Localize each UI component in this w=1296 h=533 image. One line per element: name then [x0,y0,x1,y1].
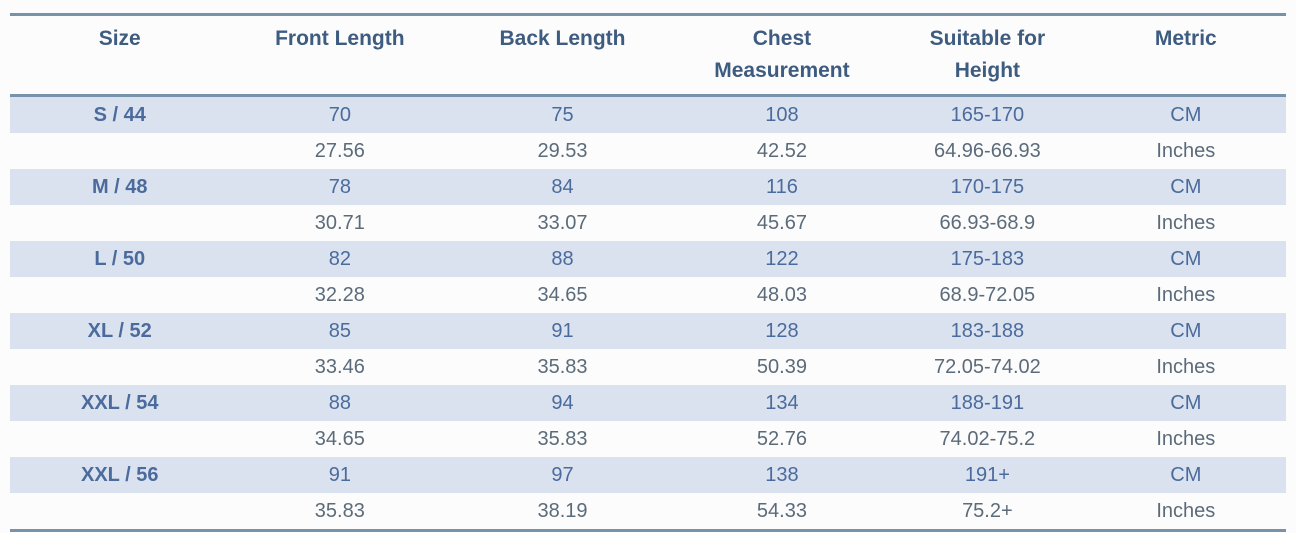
cell-metric: CM [1170,248,1202,270]
header-row: Size Front Length Back Length Chest Meas… [10,14,1286,97]
cell-metric: Inches [1156,284,1216,306]
cell-metric: CM [1170,392,1202,414]
cell-suitable-height: 183-188 [950,320,1025,342]
cell-back-length: 91 [551,320,574,342]
table-row: XXL / 54 88 94 134 188-191 CM [10,385,1286,421]
table-row: 27.56 29.53 42.52 64.96-66.93 Inches [10,133,1286,169]
cell-front-length: 30.71 [314,212,365,234]
cell-size [10,421,229,457]
cell-metric: Inches [1156,356,1216,378]
cell-size: L / 50 [94,248,146,270]
cell-size [10,133,229,169]
cell-metric: Inches [1156,500,1216,522]
cell-chest-measurement: 50.39 [756,356,807,378]
cell-front-length: 34.65 [314,428,365,450]
cell-back-length: 29.53 [537,140,588,162]
cell-front-length: 91 [328,464,351,486]
header-cell-front-length: Front Length [229,14,451,97]
cell-suitable-height: 74.02-75.2 [939,428,1036,450]
table-row: S / 44 70 75 108 165-170 CM [10,95,1286,133]
cell-chest-measurement: 138 [765,464,799,486]
cell-metric: CM [1170,176,1202,198]
cell-front-length: 35.83 [314,500,365,522]
table-header: Size Front Length Back Length Chest Meas… [10,14,1286,97]
cell-front-length: 88 [328,392,351,414]
cell-size [10,277,229,313]
cell-chest-measurement: 42.52 [756,140,807,162]
cell-chest-measurement: 48.03 [756,284,807,306]
cell-back-length: 94 [551,392,574,414]
cell-front-length: 82 [328,248,351,270]
header-cell-size: Size [10,14,230,97]
cell-metric: Inches [1156,212,1216,234]
size-chart-table: Size Front Length Back Length Chest Meas… [10,13,1286,532]
cell-suitable-height: 68.9-72.05 [939,284,1036,306]
header-cell-metric: Metric [1085,14,1286,97]
cell-size: XXL / 56 [81,464,159,486]
cell-back-length: 75 [551,104,574,126]
cell-suitable-height: 64.96-66.93 [933,140,1041,162]
cell-back-length: 38.19 [537,500,588,522]
cell-back-length: 97 [551,464,574,486]
cell-size [10,205,229,241]
cell-back-length: 84 [551,176,574,198]
cell-metric: Inches [1156,428,1216,450]
cell-chest-measurement: 134 [765,392,799,414]
cell-suitable-height: 175-183 [950,248,1025,270]
table-row: 33.46 35.83 50.39 72.05-74.02 Inches [10,349,1286,385]
cell-size: XXL / 54 [81,392,159,414]
cell-chest-measurement: 108 [765,104,799,126]
cell-suitable-height: 170-175 [950,176,1025,198]
cell-front-length: 33.46 [314,356,365,378]
cell-chest-measurement: 116 [766,176,798,198]
cell-size: XL / 52 [87,320,152,342]
cell-chest-measurement: 122 [765,248,799,270]
cell-chest-measurement: 128 [765,320,799,342]
table-row: 35.83 38.19 54.33 75.2+ Inches [10,493,1286,531]
cell-metric: CM [1170,464,1202,486]
table-row: 32.28 34.65 48.03 68.9-72.05 Inches [10,277,1286,313]
cell-metric: CM [1170,104,1202,126]
cell-chest-measurement: 54.33 [756,500,807,522]
cell-suitable-height: 188-191 [950,392,1025,414]
cell-metric: Inches [1156,140,1216,162]
table-row: 34.65 35.83 52.76 74.02-75.2 Inches [10,421,1286,457]
cell-front-length: 32.28 [314,284,365,306]
header-cell-back-length: Back Length [450,14,675,97]
cell-suitable-height: 165-170 [950,104,1025,126]
header-cell-suitable-height: Suitable for Height [889,14,1086,97]
cell-front-length: 78 [328,176,351,198]
table-row: M / 48 78 84 116 170-175 CM [10,169,1286,205]
table-body: S / 44 70 75 108 165-170 CM 27.56 29.53 … [10,95,1286,531]
cell-size: M / 48 [91,176,148,198]
cell-front-length: 85 [328,320,351,342]
cell-size: S / 44 [93,104,146,126]
cell-chest-measurement: 52.76 [756,428,807,450]
cell-chest-measurement: 45.67 [756,212,807,234]
cell-size [10,493,229,531]
cell-metric: CM [1170,320,1202,342]
cell-suitable-height: 191+ [964,464,1010,486]
cell-suitable-height: 75.2+ [962,500,1013,522]
header-cell-chest-measurement: Chest Measurement [674,14,890,97]
cell-back-length: 34.65 [537,284,588,306]
table-row: XL / 52 85 91 128 183-188 CM [10,313,1286,349]
cell-front-length: 27.56 [314,140,365,162]
table-row: 30.71 33.07 45.67 66.93-68.9 Inches [10,205,1286,241]
cell-front-length: 70 [328,104,351,126]
cell-back-length: 35.83 [537,428,588,450]
cell-back-length: 35.83 [537,356,588,378]
cell-size [10,349,229,385]
table-row: L / 50 82 88 122 175-183 CM [10,241,1286,277]
table-row: XXL / 56 91 97 138 191+ CM [10,457,1286,493]
cell-suitable-height: 66.93-68.9 [939,212,1036,234]
cell-suitable-height: 72.05-74.02 [933,356,1041,378]
cell-back-length: 33.07 [537,212,588,234]
cell-back-length: 88 [551,248,574,270]
